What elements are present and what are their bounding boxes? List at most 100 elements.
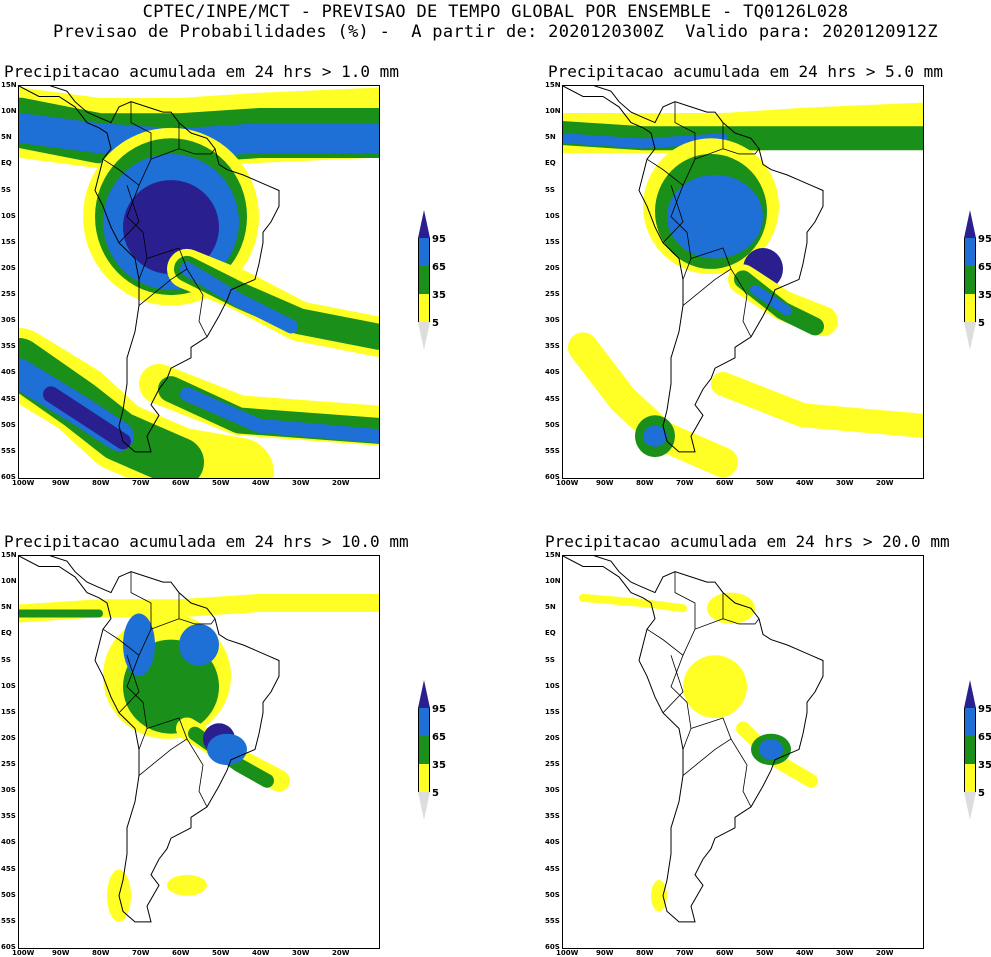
lat-label: 30S [1,786,16,795]
colorbar-segment [964,322,976,350]
map-panel-1 [18,85,380,479]
lon-label: 90W [52,949,70,957]
figure-title: CPTEC/INPE/MCT - PREVISAO DE TEMPO GLOBA… [142,2,849,22]
lat-label: 5S [1,655,11,664]
lat-label: 25S [1,760,16,769]
colorbar-segment [418,764,430,792]
lon-label: 80W [92,949,110,957]
country-border [646,628,684,656]
colorbar-label: 65 [978,262,991,273]
country-border [646,158,684,186]
country-border [722,618,760,625]
country-border [670,592,724,750]
lat-label: 60S [545,943,560,951]
lon-label: 20W [876,479,894,487]
colorbar-segment [964,764,976,792]
lat-label: 60S [1,943,16,951]
colorbar-2 [964,210,976,350]
colorbar-segment [964,792,976,820]
lat-label: 50S [1,420,16,429]
country-border [662,655,684,714]
lat-label: 20S [545,733,560,742]
lat-label: 25S [545,760,560,769]
coastline [563,86,824,453]
colorbar-segment [418,736,430,764]
lat-label: 15S [1,707,16,716]
map-canvas-1 [19,86,379,478]
colorbar-label: 5 [978,788,985,799]
country-border [146,717,188,740]
lon-label: 100W [556,949,579,957]
country-border [146,247,188,270]
country-border [690,247,732,270]
lat-label: 10N [1,107,17,116]
lat-label: 60S [1,473,16,481]
lat-label: 25S [1,290,16,299]
lon-label: 60W [716,949,734,957]
map-canvas-2 [563,86,923,478]
lon-label: 50W [756,479,774,487]
lat-label: EQ [1,159,12,168]
map-panel-2 [562,85,924,479]
country-border [682,738,752,808]
colorbar-segment [418,294,430,322]
colorbar-segment [418,238,430,266]
lat-label: 30S [545,316,560,325]
lat-label: 5N [1,603,12,612]
colorbar-segment [964,736,976,764]
colorbar-segment [418,266,430,294]
lat-label: 10N [1,577,17,586]
colorbar-label: 35 [432,290,446,301]
lat-label: 50S [545,890,560,899]
country-border [674,101,696,160]
lat-label: 50S [545,420,560,429]
colorbar-label: 95 [978,234,991,245]
lat-label: 30S [545,786,560,795]
coastline [563,556,824,923]
lon-label: 70W [676,479,694,487]
lat-label: 10S [545,681,560,690]
lat-label: 15S [545,707,560,716]
lon-label: 30W [292,949,310,957]
lat-label: 35S [545,342,560,351]
lon-label: 90W [596,479,614,487]
colorbar-label: 35 [978,290,991,301]
colorbar-1 [418,210,430,350]
lat-label: 15N [1,551,17,559]
lon-label: 100W [556,479,579,487]
lat-label: 5N [545,603,556,612]
map-canvas-4 [563,556,824,923]
lon-label: 100W [12,949,35,957]
lat-label: 10S [1,681,16,690]
colorbar-segment [418,210,430,238]
lon-label: 90W [52,479,70,487]
lon-label: 60W [172,479,190,487]
map-panel-3 [18,555,380,949]
lat-label: 40S [545,368,560,377]
lat-label: 25S [545,290,560,299]
lat-label: 5S [545,185,555,194]
lon-label: 50W [756,949,774,957]
country-border [178,618,216,625]
lat-label: 45S [545,864,560,873]
lat-label: 15S [1,237,16,246]
lat-label: 45S [1,864,16,873]
colorbar-label: 95 [432,704,446,715]
lat-label: 40S [1,368,16,377]
lat-label: EQ [1,629,12,638]
lat-label: 55S [545,916,560,925]
country-border [130,101,152,160]
lon-label: 80W [636,949,654,957]
country-border [674,571,696,630]
lon-label: 70W [132,479,150,487]
lon-label: 40W [796,949,814,957]
colorbar-segment [964,680,976,708]
lat-label: 5S [1,185,11,194]
country-border [130,571,152,630]
colorbar-4 [964,680,976,820]
map-canvas-3 [19,556,379,923]
country-border [126,592,180,750]
lon-label: 60W [716,479,734,487]
lat-label: 20S [545,263,560,272]
lon-label: 20W [332,479,350,487]
